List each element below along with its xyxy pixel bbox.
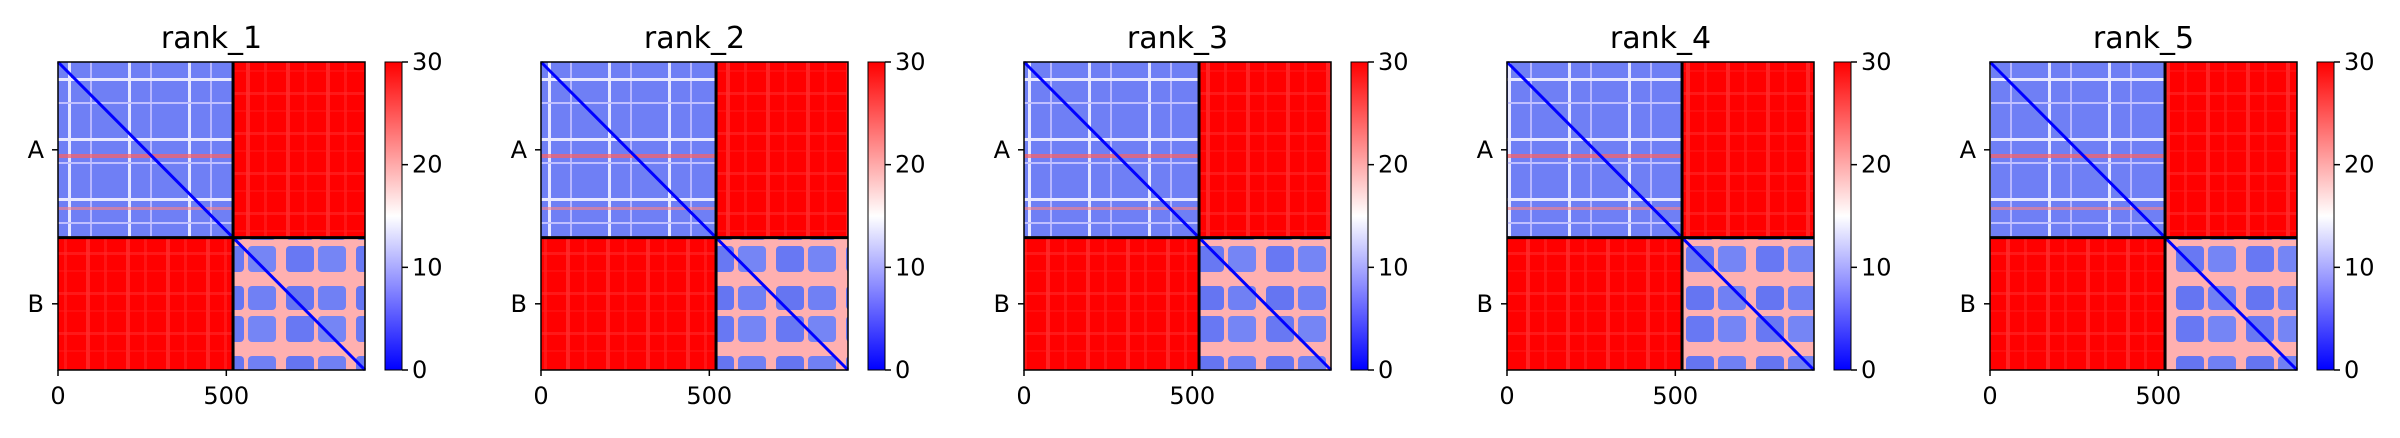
x-tick-label: 0 (1016, 382, 1031, 410)
x-tick-label: 0 (50, 382, 65, 410)
colorbar (1350, 61, 1369, 371)
colorbar-tick-label: 30 (2344, 48, 2375, 76)
heatmap-block-a-b (2165, 62, 2297, 238)
y-tick-label: B (1960, 290, 1976, 318)
heatmap-band (1024, 154, 1200, 158)
heatmap-band (58, 154, 234, 158)
plot-frame (1023, 61, 1332, 371)
panel-title: rank_4 (1610, 21, 1711, 56)
colorbar-tick-label: 30 (895, 48, 926, 76)
colorbar-tick-label: 10 (412, 253, 443, 281)
heatmap-block-b-a (1507, 237, 1683, 370)
x-tick-label: 0 (1982, 382, 1997, 410)
colorbar-tick-label: 20 (895, 151, 926, 179)
colorbar (1833, 61, 1852, 371)
panel-title: rank_3 (1127, 21, 1228, 56)
heatmap-band (58, 207, 234, 210)
x-tick-label: 500 (686, 382, 732, 410)
heatmap-block-a-b (716, 62, 848, 238)
y-tick-label: A (1477, 136, 1494, 164)
y-tick-label: B (28, 290, 44, 318)
colorbar-tick-label: 20 (2344, 151, 2375, 179)
x-tick-label: 500 (1652, 382, 1698, 410)
panel-3: rank_3 A B 0 500 0 10 20 30 (994, 21, 1409, 410)
heatmap-diagonal (539, 60, 850, 372)
panel-2: rank_2 A B 0 500 0 10 20 30 (511, 21, 926, 410)
colorbar-tick-label: 20 (412, 151, 443, 179)
heatmap-block-b-a (1024, 237, 1200, 370)
heatmap-block-a-b (1199, 62, 1331, 238)
colorbar-tick-label: 20 (1861, 151, 1892, 179)
colorbar-tick-label: 20 (1378, 151, 1409, 179)
heatmap-band (1990, 207, 2166, 210)
colorbar-tick-label: 10 (895, 253, 926, 281)
heatmap-diagonal (1022, 60, 1333, 372)
y-tick-label: A (28, 136, 45, 164)
colorbar (384, 61, 403, 371)
heatmap-band (1024, 207, 1200, 210)
panel-1: rank_1 A B 0 500 0 10 20 30 (28, 21, 443, 410)
plot-frame (1989, 61, 2298, 371)
heatmap-diagonal (1988, 60, 2299, 372)
colorbar-tick-label: 10 (2344, 253, 2375, 281)
plot-frame (540, 61, 849, 371)
heatmap-band (541, 154, 717, 158)
y-tick-label: B (994, 290, 1010, 318)
heatmap-band (1507, 154, 1683, 158)
colorbar-tick-label: 0 (412, 356, 427, 384)
plot-frame (1506, 61, 1815, 371)
panel-title: rank_2 (644, 21, 745, 56)
colorbar-tick-label: 0 (895, 356, 910, 384)
y-tick-label: A (994, 136, 1011, 164)
heatmap-band (541, 207, 717, 210)
x-tick-label: 500 (203, 382, 249, 410)
heatmap-diagonal (1505, 60, 1816, 372)
panel-title: rank_5 (2093, 21, 2194, 56)
panel-5: rank_5 A B 0 500 0 10 20 30 (1960, 21, 2375, 410)
y-tick-label: B (511, 290, 527, 318)
panel-4: rank_4 A B 0 500 0 10 20 30 (1477, 21, 1892, 410)
colorbar-tick-label: 10 (1378, 253, 1409, 281)
y-tick-label: A (511, 136, 528, 164)
heatmap-band (1507, 207, 1683, 210)
colorbar-tick-label: 0 (1378, 356, 1393, 384)
heatmap-block-b-a (1990, 237, 2166, 370)
colorbar (867, 61, 886, 371)
heatmap-band (1990, 154, 2166, 158)
x-tick-label: 500 (2135, 382, 2181, 410)
heatmap-block-a-b (233, 62, 365, 238)
heatmap-block-b-a (58, 237, 234, 370)
x-tick-label: 0 (1499, 382, 1514, 410)
colorbar-tick-label: 0 (2344, 356, 2359, 384)
heatmap-diagonal (56, 60, 367, 372)
colorbar-tick-label: 30 (1378, 48, 1409, 76)
heatmap-block-a-b (1682, 62, 1814, 238)
colorbar (2316, 61, 2335, 371)
colorbar-tick-label: 0 (1861, 356, 1876, 384)
y-tick-label: B (1477, 290, 1493, 318)
x-tick-label: 500 (1169, 382, 1215, 410)
colorbar-tick-label: 10 (1861, 253, 1892, 281)
panel-title: rank_1 (161, 21, 262, 56)
colorbar-tick-label: 30 (412, 48, 443, 76)
plot-frame (57, 61, 366, 371)
colorbar-tick-label: 30 (1861, 48, 1892, 76)
x-tick-label: 0 (533, 382, 548, 410)
y-tick-label: A (1960, 136, 1977, 164)
heatmap-block-b-a (541, 237, 717, 370)
